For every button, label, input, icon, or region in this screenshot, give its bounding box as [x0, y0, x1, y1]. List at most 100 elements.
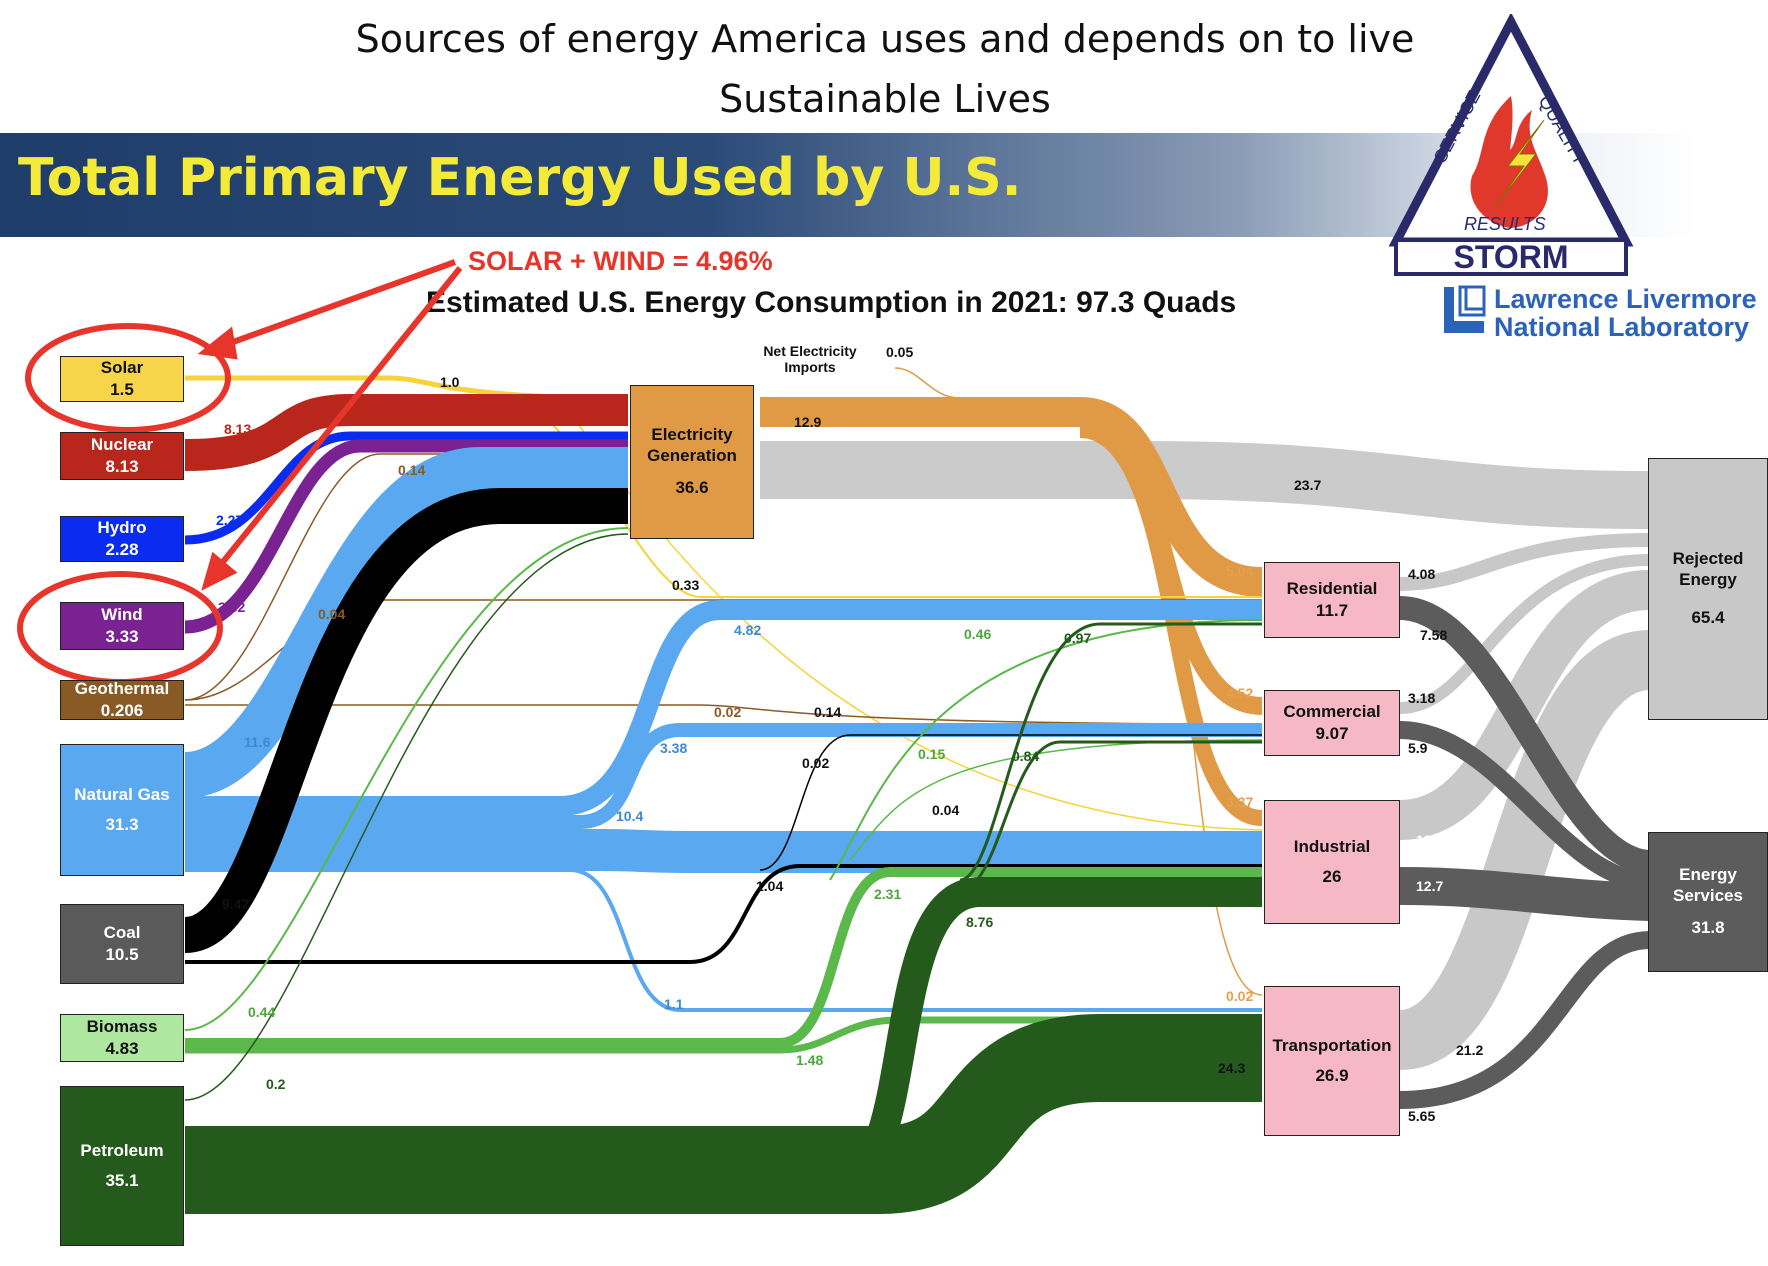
flow-label: 12.9 [794, 414, 822, 430]
source-coal: Coal 10.5 [60, 904, 184, 984]
flow-label: 0.14 [398, 462, 426, 478]
source-wind-name: Wind [101, 604, 143, 624]
source-biomass-value: 4.83 [105, 1039, 139, 1058]
flow-label: 0.04 [932, 802, 960, 818]
flow-nuclear-elec [184, 394, 628, 471]
flow-label: 5.65 [1408, 1108, 1436, 1124]
rejected-energy-value: 65.4 [1691, 608, 1725, 628]
source-biomass-name: Biomass [86, 1016, 158, 1036]
flow-bio-res [829, 619, 1263, 881]
source-nuclear-name: Nuclear [90, 434, 154, 454]
electricity-generation: Electricity Generation 36.6 [630, 385, 754, 539]
sector-industrial-name: Industrial [1293, 836, 1371, 856]
flow-label: 1.1 [664, 996, 684, 1012]
source-solar: Solar 1.5 [60, 356, 184, 402]
rejected-energy: Rejected Energy 65.4 [1648, 458, 1768, 720]
lab-name-line-1: Lawrence Livermore [1494, 284, 1757, 314]
energy-services-name: Energy Services [1673, 865, 1743, 905]
sector-industrial-value: 26 [1322, 867, 1342, 886]
flow-label: 24.3 [1218, 1060, 1246, 1076]
source-solar-name: Solar [100, 357, 144, 377]
flow-label: 12.7 [1416, 878, 1444, 894]
rejected-energy-name: Rejected Energy [1672, 549, 1744, 589]
net-imports-label: Net Electricity Imports [763, 343, 857, 376]
flow-label: 3.37 [1226, 794, 1254, 810]
flow-label: 0.02 [1226, 988, 1254, 1004]
flow-trans-services [1399, 931, 1651, 1109]
flow-com-rejected [1399, 554, 1651, 714]
flow-label: 7.58 [1420, 627, 1448, 643]
flow-hydro-elec [184, 431, 628, 545]
banner-title: Total Primary Energy Used by U.S. [18, 148, 1022, 208]
flow-elec-transport [1119, 429, 1263, 996]
headline-line-1: Sources of energy America uses and depen… [355, 17, 1415, 61]
sector-commercial-value: 9.07 [1315, 724, 1349, 743]
storm-logo: SERVICE QUALITY RESULTS STORM [1388, 14, 1634, 276]
flow-gas-res [185, 600, 1262, 816]
flow-label: 1.48 [796, 1052, 824, 1068]
flow-label: 0.2 [266, 1076, 286, 1092]
flow-label: 0.15 [918, 746, 946, 762]
flow-label: 0.04 [318, 606, 346, 622]
energy-services: Energy Services 31.8 [1648, 832, 1768, 972]
source-geothermal: Geothermal 0.206 [60, 679, 184, 720]
logo-name: STORM [1454, 239, 1569, 275]
flow-bio-elec [184, 527, 629, 1031]
flow-imports [894, 367, 961, 399]
solar-highlight-circle [25, 323, 231, 433]
source-hydro-value: 2.28 [105, 540, 139, 559]
flow-geo-com [185, 704, 1263, 725]
flow-com-services [1399, 721, 1651, 891]
flow-label: 5.04 [1226, 563, 1254, 579]
flow-ind-services [1399, 867, 1651, 921]
solar-wind-annotation: SOLAR + WIND = 4.96% [468, 246, 773, 276]
flow-label: 3.18 [1408, 690, 1436, 706]
flow-label: 23.7 [1294, 477, 1322, 493]
flow-label: 13.2 [1416, 832, 1444, 848]
flow-label: 0.84 [1012, 748, 1040, 764]
sector-transportation-value: 26.9 [1315, 1066, 1349, 1085]
logo-results: RESULTS [1464, 214, 1546, 234]
source-wind-value: 3.33 [105, 627, 139, 646]
electricity-generation-name: Electricity Generation [647, 425, 737, 465]
source-petroleum-name: Petroleum [80, 1140, 164, 1160]
flow-label: 4.52 [1226, 685, 1254, 701]
sector-residential-name: Residential [1286, 578, 1378, 598]
sector-commercial-name: Commercial [1283, 701, 1381, 721]
flow-label: 10.4 [616, 808, 644, 824]
flow-coal-elec [182, 488, 628, 953]
source-hydro-name: Hydro [97, 517, 147, 537]
source-nuclear: Nuclear 8.13 [60, 432, 184, 480]
flow-label: 8.76 [966, 914, 994, 930]
flow-pet-com [959, 740, 1262, 892]
flow-elec-rejected [760, 441, 1651, 529]
flow-res-services [1398, 596, 1652, 874]
flow-res-rejected [1399, 533, 1651, 591]
flow-label: 9.47 [222, 896, 250, 912]
flow-gas-ind [185, 829, 1262, 873]
headline-line-2: Sustainable Lives [719, 77, 1051, 121]
flow-gas-com [185, 723, 1262, 829]
lab-name: Lawrence Livermore National Laboratory [1494, 284, 1757, 341]
sector-residential-value: 11.7 [1315, 601, 1349, 620]
flow-geo-elec [184, 453, 628, 701]
sector-transportation: Transportation 26.9 [1264, 986, 1400, 1136]
flow-label: 0.97 [1064, 630, 1092, 646]
flow-label: 2.27 [216, 512, 244, 528]
flow-label: 5.9 [1408, 740, 1428, 756]
flow-label: 0.02 [802, 755, 830, 771]
flow-label: 1.04 [756, 878, 784, 894]
sector-commercial: Commercial 9.07 [1264, 690, 1400, 756]
flow-label: 0.46 [964, 626, 992, 642]
source-wind: Wind 3.33 [60, 602, 184, 650]
lightning-icon [1493, 119, 1545, 209]
flow-pet-res [959, 622, 1262, 882]
energy-services-value: 31.8 [1691, 918, 1725, 938]
flow-coal-ind [185, 864, 1262, 964]
flow-label: 21.2 [1456, 1042, 1484, 1058]
sector-industrial: Industrial 26 [1264, 800, 1400, 924]
flow-label: 0.02 [714, 704, 742, 720]
flow-coal-com [759, 734, 1262, 871]
flow-label: 0.14 [814, 704, 842, 720]
flow-label: 3.32 [218, 599, 246, 615]
